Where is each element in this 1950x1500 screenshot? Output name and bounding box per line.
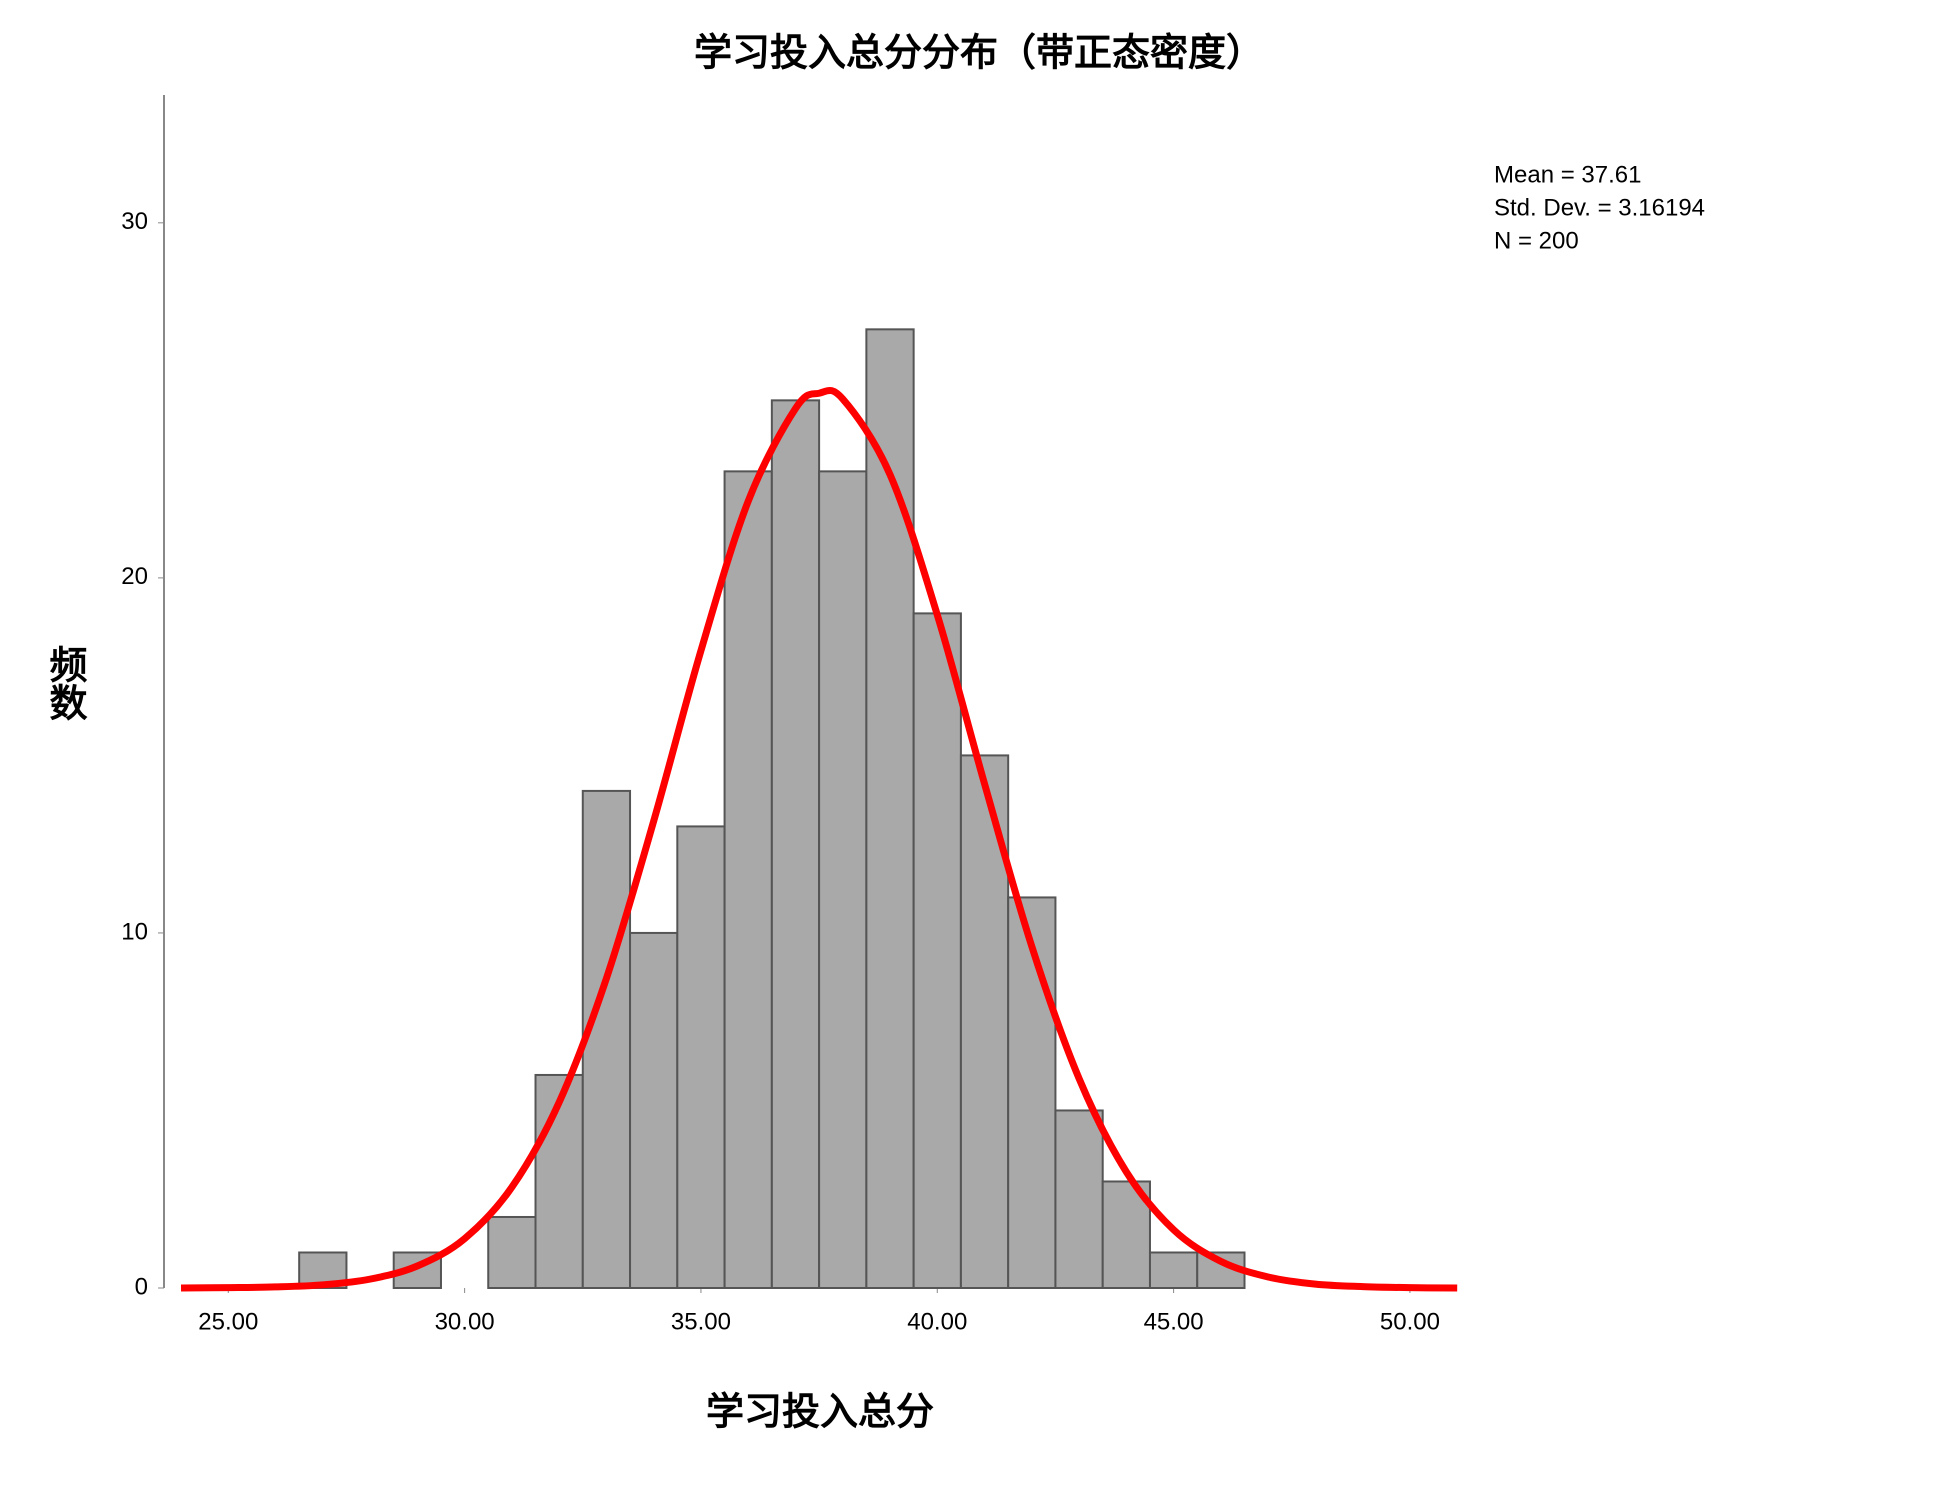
y-tick-label: 20 [121,563,148,590]
bar [581,789,632,1290]
bar [723,470,773,1289]
stats-annotation: Mean = 37.61 [1494,161,1641,188]
x-tick-label: 35.00 [671,1308,731,1335]
bar [865,328,915,1289]
bar [629,931,679,1289]
x-tick-label: 25.00 [198,1308,258,1335]
bar [487,1215,537,1289]
x-axis-label: 学习投入总分 [706,1390,934,1434]
bar [912,612,962,1289]
bar [818,470,868,1289]
bar [1007,896,1057,1289]
x-tick-label: 40.00 [907,1308,967,1335]
y-tick-label: 10 [121,918,148,945]
bar [770,399,821,1289]
density-curve [180,386,1458,1292]
y-tick-label: 0 [135,1273,148,1300]
bar [1148,1251,1199,1289]
x-tick-label: 45.00 [1144,1308,1204,1335]
bar [1054,1109,1104,1289]
stats-annotation: N = 200 [1494,227,1579,254]
stats-annotation: Std. Dev. = 3.16194 [1494,194,1705,221]
bar [676,825,726,1289]
x-tick-label: 30.00 [435,1308,495,1335]
x-tick-label: 50.00 [1380,1308,1440,1335]
chart-title: 学习投入总分分布（带正态密度） [694,31,1264,75]
y-tick-label: 30 [121,208,148,235]
y-axis-label: 频数 [43,645,87,721]
